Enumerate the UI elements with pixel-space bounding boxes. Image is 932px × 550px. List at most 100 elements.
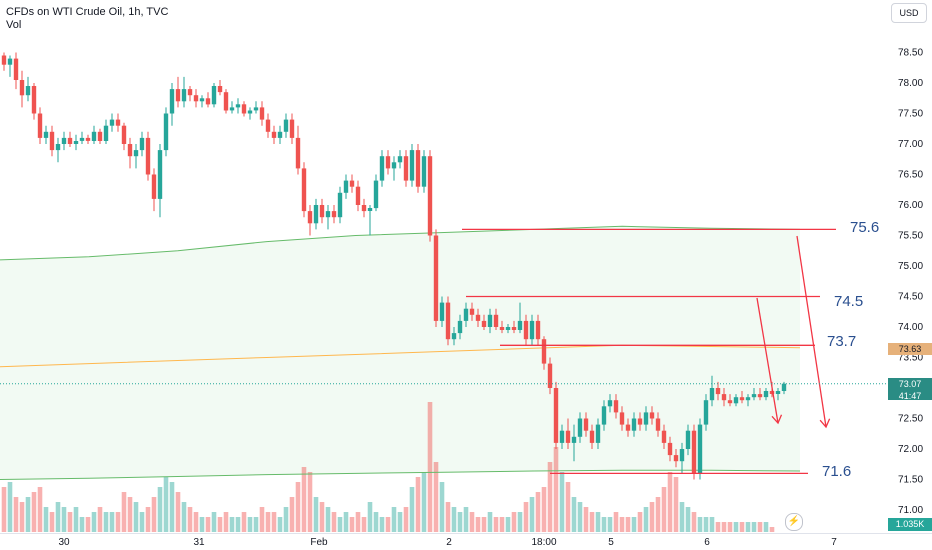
volume-bar: [517, 512, 523, 532]
candle-body: [379, 156, 385, 181]
volume-label: Vol: [6, 19, 22, 31]
volume-bar: [673, 477, 679, 532]
candle-body: [37, 113, 43, 138]
volume-bar: [103, 512, 109, 532]
candle-body: [469, 308, 475, 315]
candle-body: [181, 89, 187, 102]
down-arrow-2: [756, 297, 779, 424]
candle-body: [553, 388, 559, 443]
price-tick-label: 76.00: [898, 200, 923, 211]
volume-bar: [373, 512, 379, 532]
candle-body: [637, 418, 643, 425]
candle-body: [115, 119, 121, 126]
price-tick-label: 73.50: [898, 353, 923, 364]
volume-bar: [157, 487, 163, 532]
volume-bar: [511, 512, 517, 532]
volume-bar: [559, 472, 565, 532]
candle-body: [229, 107, 235, 111]
candle-body: [133, 150, 139, 157]
candle-body: [403, 156, 409, 181]
chart-title[interactable]: CFDs on WTI Crude Oil, 1h, TVC: [6, 6, 169, 18]
volume-bar: [463, 507, 469, 532]
candle-body: [559, 430, 565, 443]
candle-body: [523, 320, 529, 340]
candle-body: [445, 302, 451, 340]
candle-body: [475, 314, 481, 321]
price-tick-label: 78.00: [898, 78, 923, 89]
volume-bar: [349, 517, 355, 532]
axes: 78.50 78.00 77.50 77.00 76.50 76.00 75.50 75.00…: [58, 48, 923, 549]
volume-bar: [19, 502, 25, 532]
volume-bar: [25, 497, 31, 532]
candle-body: [745, 397, 751, 401]
candle-body: [589, 430, 595, 443]
price-tick-label: 72.50: [898, 414, 923, 425]
volume-bar: [769, 527, 775, 532]
candle-body: [709, 388, 715, 401]
volume-bar: [541, 487, 547, 532]
volume-bar: [235, 517, 241, 532]
candle-body: [67, 137, 73, 144]
candle-body: [205, 98, 211, 105]
candle-body: [7, 58, 13, 65]
candle-body: [427, 156, 433, 236]
volume-bar: [97, 507, 103, 532]
candle-body: [223, 92, 229, 111]
candle-body: [613, 400, 619, 413]
volume-bar: [247, 517, 253, 532]
candle-body: [127, 144, 133, 157]
candle-body: [319, 205, 325, 218]
currency-button[interactable]: USD: [891, 3, 927, 23]
price-tick-label: 74.50: [898, 292, 923, 303]
candle-body: [31, 86, 37, 114]
volume-bar: [1, 487, 7, 532]
candle-body: [733, 397, 739, 404]
volume-bar: [445, 502, 451, 532]
candle-body: [283, 119, 289, 132]
volume-bar: [13, 497, 19, 532]
volume-bar: [481, 517, 487, 532]
volume-bar: [619, 517, 625, 532]
volume-bar: [85, 517, 91, 532]
candle-body: [187, 89, 193, 96]
volume-bar: [565, 482, 571, 532]
volume-bar: [217, 517, 223, 532]
candle-body: [139, 137, 145, 151]
price-tick-label: 77.00: [898, 139, 923, 150]
candle-body: [55, 144, 61, 151]
volume-bar: [751, 522, 757, 532]
volume-bar: [691, 512, 697, 532]
candle-body: [277, 131, 283, 138]
volume-bar: [661, 487, 667, 532]
candle-body: [391, 162, 397, 169]
candle-body: [601, 406, 607, 425]
volume-bar: [223, 512, 229, 532]
candle-body: [715, 388, 721, 395]
candle-body: [151, 174, 157, 199]
time-tick-label: 2: [446, 537, 452, 548]
volume-bar: [319, 502, 325, 532]
volume-bar: [595, 512, 601, 532]
volume-bar: [43, 507, 49, 532]
volume-bar: [73, 507, 79, 532]
price-tick-label: 75.50: [898, 231, 923, 242]
candle-body: [19, 80, 25, 96]
candle-body: [163, 113, 169, 151]
volume-bar: [385, 517, 391, 532]
moving-average-line-1: [0, 225, 801, 261]
flash-icon[interactable]: ⚡: [785, 513, 803, 531]
candle-body: [85, 137, 91, 141]
volume-bar: [31, 492, 37, 532]
candle-body: [649, 412, 655, 419]
volume-bar: [181, 502, 187, 532]
candle-body: [355, 186, 361, 205]
volume-bar: [271, 512, 277, 532]
volume-bar: [763, 522, 769, 532]
volume-bar: [415, 477, 421, 532]
candle-body: [529, 320, 535, 340]
volume-bar: [433, 462, 439, 532]
candle-body: [721, 394, 727, 401]
last-price-tag: 73.07 41:47: [888, 378, 932, 401]
volume-bar: [427, 402, 433, 532]
